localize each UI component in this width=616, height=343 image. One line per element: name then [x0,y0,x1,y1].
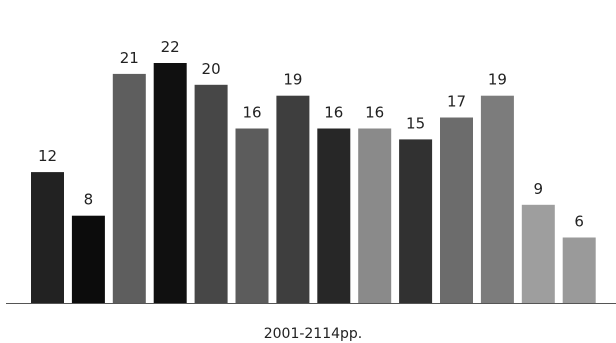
bar-7 [276,95,310,303]
value-label-3: 21 [120,49,139,67]
bar-8 [317,128,351,303]
value-label-11: 17 [447,93,466,111]
value-label-5: 20 [202,60,221,78]
value-label-1: 12 [38,147,57,165]
x-axis-label: 2001-2114pp. [264,326,363,342]
value-label-9: 16 [365,104,384,122]
value-label-4: 22 [161,38,180,56]
value-label-10: 15 [406,114,425,132]
bar-13 [521,204,555,303]
value-labels-group: 12 8 21 22 20 16 19 16 16 15 17 19 9 6 [38,38,584,231]
bar-10 [399,139,433,303]
bar-3 [112,73,146,304]
value-label-6: 16 [242,104,261,122]
value-label-13: 9 [534,180,544,198]
value-label-7: 19 [283,71,302,89]
value-label-14: 6 [574,213,584,231]
value-label-8: 16 [324,104,343,122]
value-label-12: 19 [488,71,507,89]
bars-group [31,63,596,304]
bar-14 [562,237,596,303]
bar-2 [71,215,105,303]
bar-5 [194,84,228,303]
value-label-2: 8 [84,191,94,209]
bar-11 [440,117,473,303]
bar-6 [235,128,269,303]
bar-9 [358,128,392,303]
bar-4 [153,63,187,303]
bar-12 [480,95,514,303]
bar-1 [31,172,64,303]
